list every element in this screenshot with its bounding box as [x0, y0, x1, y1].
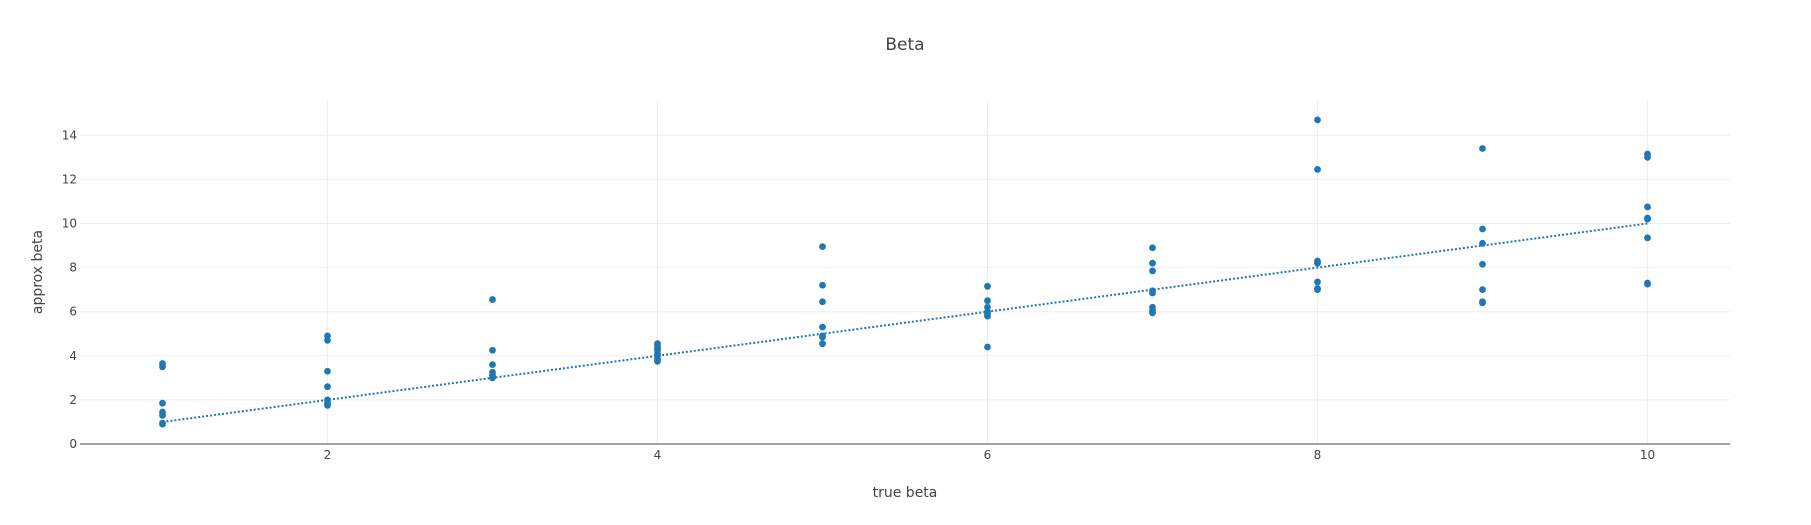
axes: 0 2 4 6 8 10 12 14 2 4 6 8 10 — [62, 128, 1730, 462]
scatter-points — [159, 116, 1651, 428]
y-axis-title: approx beta — [30, 230, 46, 314]
scatter-point — [1314, 166, 1321, 173]
scatter-point — [1644, 153, 1651, 161]
chart-title: Beta — [885, 35, 924, 55]
scatter-point — [1314, 116, 1321, 124]
scatter-point — [489, 374, 496, 382]
reference-line — [162, 222, 1648, 423]
scatter-point — [1314, 259, 1321, 267]
x-tick-label: 6 — [984, 448, 992, 462]
scatter-point — [1479, 239, 1486, 247]
x-tick-label: 10 — [1640, 448, 1655, 462]
scatter-point — [1479, 225, 1486, 233]
scatter-point — [1479, 299, 1486, 307]
scatter-point — [1644, 234, 1651, 242]
scatter-point — [1149, 259, 1156, 267]
scatter-point — [1644, 280, 1651, 288]
scatter-point — [819, 323, 826, 331]
scatter-point — [819, 243, 826, 251]
reference-line-layer — [162, 222, 1648, 423]
y-tick-label: 2 — [69, 393, 77, 407]
x-tick-label: 4 — [654, 448, 662, 462]
scatter-point — [1644, 215, 1651, 223]
scatter-point — [984, 312, 991, 320]
x-tick-label: 8 — [1314, 448, 1322, 462]
scatter-point — [324, 402, 331, 409]
y-tick-label: 12 — [62, 172, 77, 186]
scatter-point — [159, 420, 166, 428]
scatter-point — [819, 298, 826, 306]
scatter-point — [819, 340, 826, 348]
scatter-point — [159, 399, 166, 407]
scatter-point — [324, 367, 331, 375]
scatter-point — [489, 346, 496, 354]
scatter-point — [324, 383, 331, 391]
y-tick-label: 8 — [69, 261, 77, 275]
scatter-point — [654, 357, 661, 365]
scatter-point — [1479, 260, 1486, 268]
scatter-point — [1314, 278, 1321, 286]
scatter-point — [159, 411, 166, 419]
scatter-point — [819, 333, 826, 341]
scatter-point — [984, 297, 991, 305]
scatter-point — [324, 336, 331, 344]
x-tick-label: 2 — [324, 448, 332, 462]
y-tick-label: 14 — [62, 128, 77, 142]
scatter-point — [819, 281, 826, 289]
y-tick-label: 6 — [69, 305, 77, 319]
scatter-point — [159, 363, 166, 371]
scatter-point — [1479, 145, 1486, 152]
scatter-point — [1314, 286, 1321, 294]
scatter-point — [1149, 309, 1156, 317]
scatter-point — [984, 343, 991, 351]
x-axis-title: true beta — [873, 485, 938, 501]
scatter-point — [1149, 244, 1156, 252]
y-tick-label: 10 — [62, 216, 77, 230]
scatter-point — [489, 361, 496, 369]
scatter-point — [489, 296, 496, 303]
scatter-point — [1149, 289, 1156, 297]
scatter-point — [1479, 286, 1486, 294]
y-tick-label: 0 — [69, 437, 77, 451]
scatter-point — [1149, 267, 1156, 275]
scatter-point — [1644, 203, 1651, 211]
scatter-point — [984, 282, 991, 290]
y-tick-label: 4 — [69, 349, 77, 363]
